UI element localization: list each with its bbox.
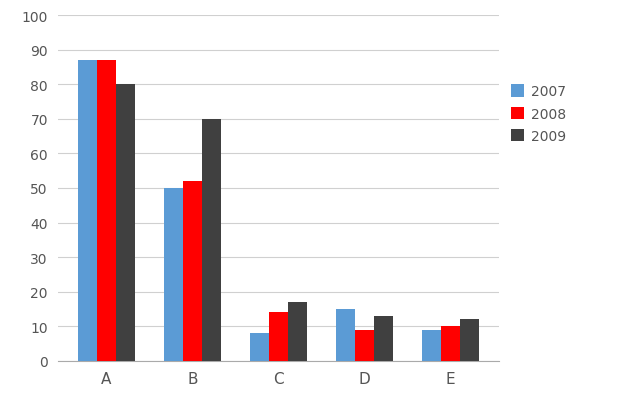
Bar [77, 61, 97, 361]
Bar [374, 316, 393, 361]
Legend: 2007, 2008, 2009: 2007, 2008, 2009 [511, 85, 566, 144]
Bar [336, 309, 355, 361]
Bar [441, 326, 460, 361]
Bar [97, 61, 116, 361]
Bar [183, 182, 202, 361]
Bar [250, 333, 269, 361]
Bar [116, 85, 134, 361]
Bar [355, 330, 374, 361]
Bar [202, 119, 221, 361]
Bar [164, 188, 183, 361]
Bar [460, 320, 479, 361]
Bar [269, 313, 288, 361]
Bar [288, 302, 307, 361]
Bar [422, 330, 441, 361]
